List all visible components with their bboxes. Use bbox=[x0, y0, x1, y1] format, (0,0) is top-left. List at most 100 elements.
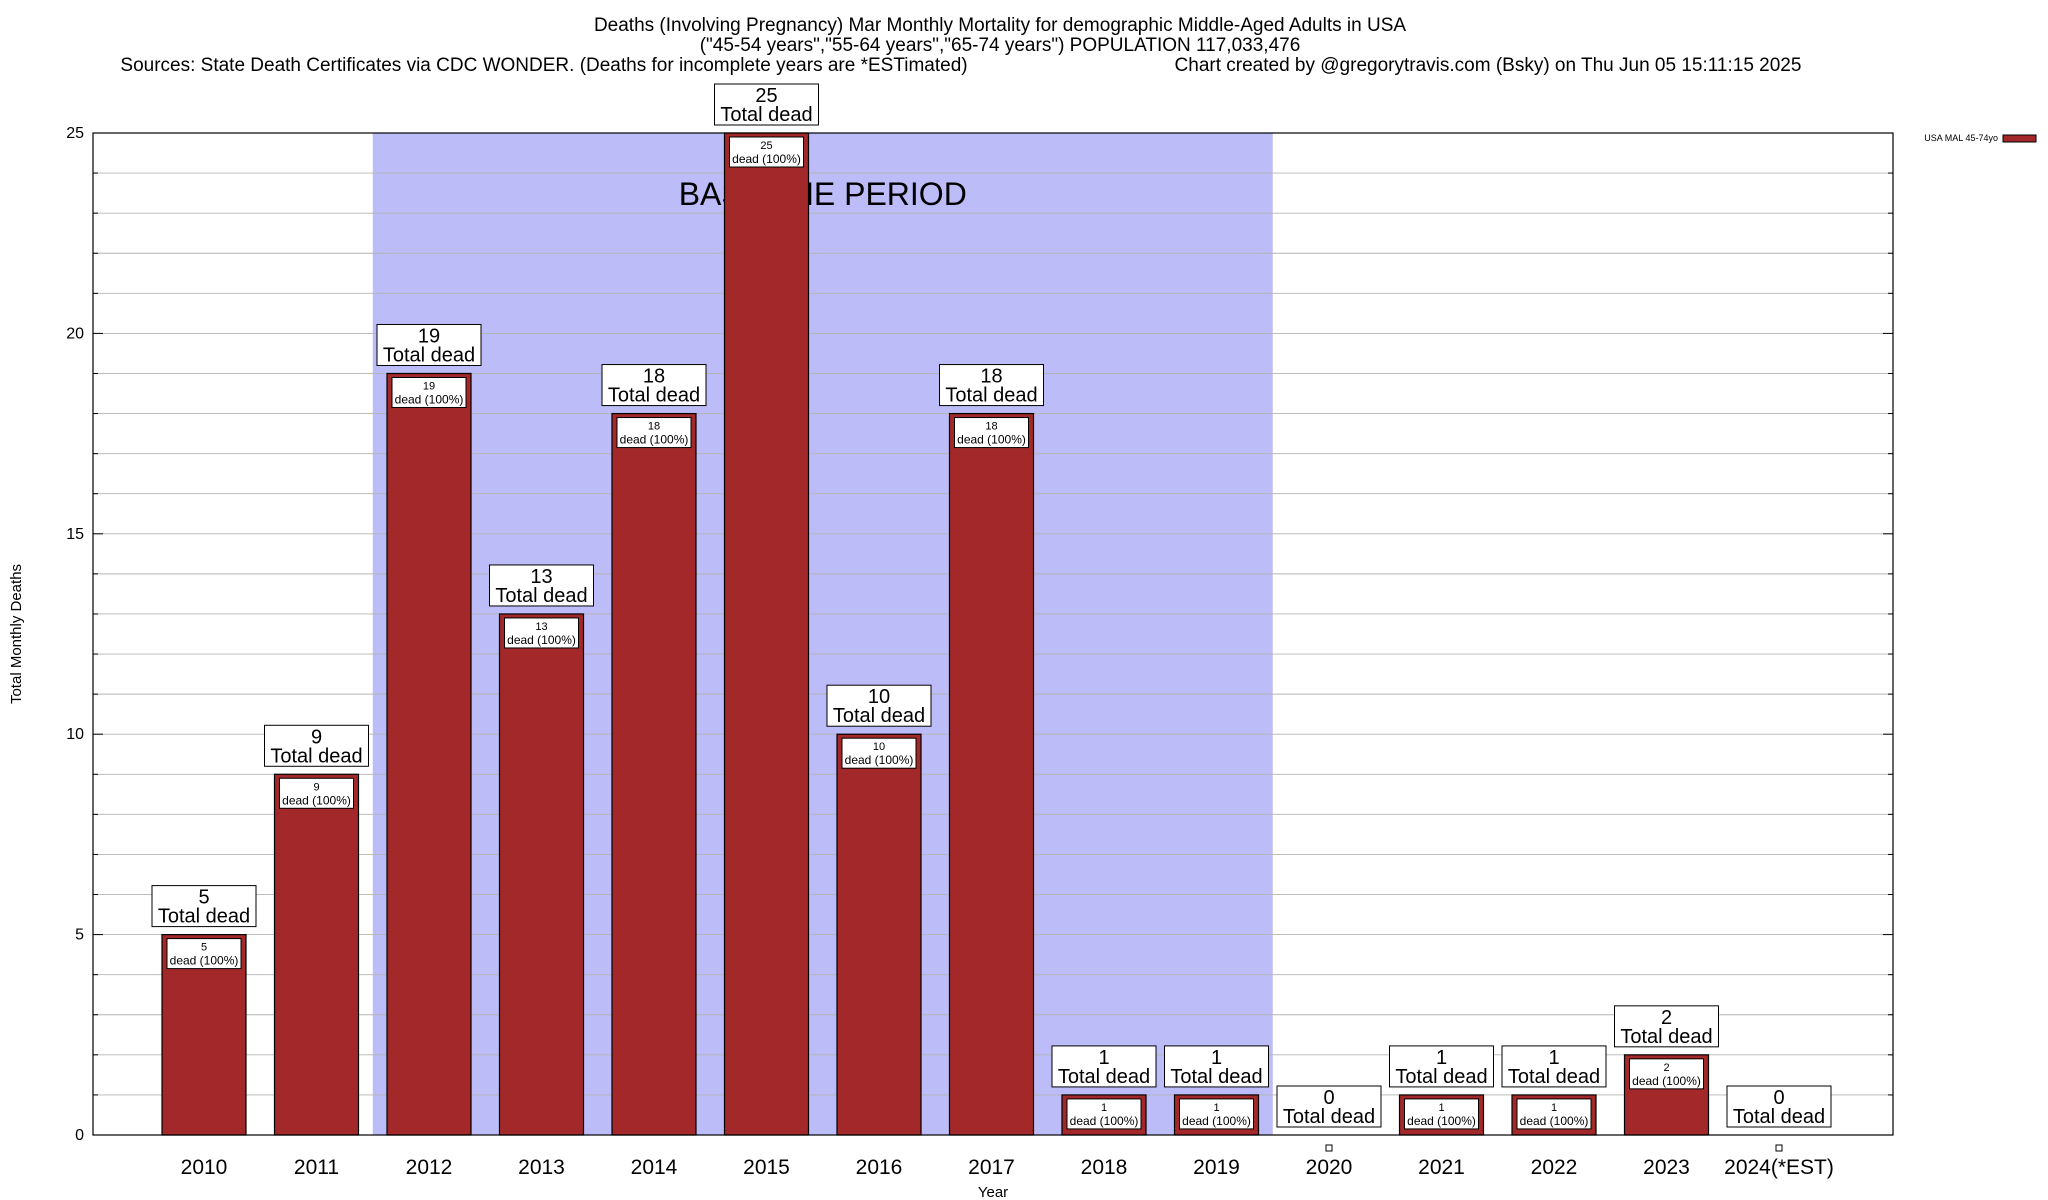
inner-label-box bbox=[166, 938, 242, 970]
x-tick-label: 2017 bbox=[968, 1156, 1015, 1179]
inner-label-value: 5 bbox=[201, 942, 207, 954]
x-tick-label: 2018 bbox=[1081, 1156, 1128, 1179]
total-label-value: 0 bbox=[1323, 1087, 1334, 1109]
total-label-value: 10 bbox=[868, 686, 890, 708]
total-label-value: 1 bbox=[1098, 1047, 1109, 1069]
y-axis-label: Total Monthly Deaths bbox=[8, 564, 25, 704]
chart-title-line-2: ("45-54 years","55-64 years","65-74 year… bbox=[700, 35, 1301, 56]
y-tick-label: 25 bbox=[66, 125, 84, 142]
chart-title-line-1: Deaths (Involving Pregnancy) Mar Monthly… bbox=[594, 15, 1406, 36]
inner-label-text: dead (100%) bbox=[1070, 1114, 1139, 1128]
total-label-value: 1 bbox=[1211, 1047, 1222, 1069]
inner-label-value: 1 bbox=[1438, 1102, 1444, 1114]
total-label-text: Total dead bbox=[1508, 1066, 1600, 1088]
x-tick-label: 2015 bbox=[743, 1156, 790, 1179]
inner-label-box bbox=[841, 737, 917, 769]
total-label-box bbox=[1164, 1045, 1269, 1088]
total-label-box bbox=[1389, 1045, 1494, 1088]
inner-label-text: dead (100%) bbox=[395, 392, 464, 406]
chart-title: Deaths (Involving Pregnancy) Mar Monthly… bbox=[120, 15, 1801, 76]
total-label-value: 18 bbox=[643, 366, 665, 388]
inner-label-text: dead (100%) bbox=[957, 433, 1026, 447]
total-label-value: 2 bbox=[1661, 1007, 1672, 1029]
inner-label-box bbox=[954, 417, 1029, 449]
bar bbox=[611, 412, 697, 1136]
inner-label-text: dead (100%) bbox=[282, 793, 351, 807]
inner-label-value: 2 bbox=[1663, 1062, 1669, 1074]
total-label-box bbox=[939, 364, 1044, 407]
legend-swatch bbox=[2002, 134, 2037, 143]
total-label-box bbox=[826, 684, 932, 727]
inner-label-box bbox=[729, 136, 804, 168]
inner-label-text: dead (100%) bbox=[1407, 1114, 1476, 1128]
total-label-text: Total dead bbox=[608, 385, 700, 407]
bar bbox=[498, 613, 585, 1136]
chart-credit: Chart created by @gregorytravis.com (Bsk… bbox=[1175, 55, 1802, 76]
total-label-value: 13 bbox=[530, 566, 552, 588]
y-tick-label: 0 bbox=[75, 1127, 84, 1144]
total-label-text: Total dead bbox=[1395, 1066, 1487, 1088]
inner-label-text: dead (100%) bbox=[845, 753, 914, 767]
y-tick-label: 20 bbox=[66, 325, 84, 342]
inner-label-box bbox=[1404, 1098, 1479, 1130]
inner-label-box bbox=[279, 777, 354, 809]
chart-sources: Sources: State Death Certificates via CD… bbox=[120, 55, 967, 76]
x-tick-label: 2020 bbox=[1306, 1156, 1353, 1179]
y-tick-label: 15 bbox=[66, 526, 84, 543]
total-label-text: Total dead bbox=[720, 104, 812, 126]
inner-label-text: dead (100%) bbox=[1520, 1114, 1589, 1128]
bar bbox=[273, 773, 360, 1136]
inner-label-text: dead (100%) bbox=[1182, 1114, 1251, 1128]
x-tick-label: 2010 bbox=[181, 1156, 228, 1179]
total-label-box bbox=[1726, 1085, 1832, 1128]
inner-label-text: dead (100%) bbox=[507, 633, 576, 647]
y-tick-label: 10 bbox=[66, 726, 84, 743]
total-label-value: 25 bbox=[755, 85, 777, 107]
total-label-box bbox=[376, 323, 482, 366]
total-label-box bbox=[151, 885, 257, 928]
total-label-value: 1 bbox=[1436, 1047, 1447, 1069]
total-label-value: 5 bbox=[198, 887, 209, 909]
y-tick-label: 5 bbox=[75, 927, 84, 944]
inner-label-value: 19 bbox=[423, 380, 435, 392]
total-label-text: Total dead bbox=[495, 585, 587, 607]
inner-label-text: dead (100%) bbox=[620, 433, 689, 447]
bar bbox=[836, 733, 922, 1136]
total-label-value: 0 bbox=[1773, 1087, 1784, 1109]
total-label-box bbox=[1276, 1085, 1382, 1128]
x-tick-label: 2021 bbox=[1418, 1156, 1465, 1179]
plot-frame bbox=[92, 132, 1894, 1136]
inner-label-box bbox=[1516, 1098, 1592, 1130]
total-label-text: Total dead bbox=[383, 344, 475, 366]
x-tick-label: 2022 bbox=[1531, 1156, 1578, 1179]
inner-label-box bbox=[504, 617, 579, 649]
inner-label-box bbox=[1179, 1098, 1254, 1130]
legend-label: USA MAL 45-74yo bbox=[1924, 133, 1998, 143]
x-tick-label: 2012 bbox=[406, 1156, 453, 1179]
inner-label-value: 13 bbox=[535, 621, 547, 633]
total-label-text: Total dead bbox=[1058, 1066, 1150, 1088]
total-label-box bbox=[714, 83, 819, 126]
x-tick-label: 2019 bbox=[1193, 1156, 1240, 1179]
total-label-text: Total dead bbox=[270, 745, 362, 767]
inner-label-value: 10 bbox=[873, 741, 885, 753]
bar bbox=[948, 412, 1035, 1136]
total-label-box bbox=[1051, 1045, 1157, 1088]
inner-label-value: 9 bbox=[313, 781, 319, 793]
inner-label-value: 1 bbox=[1213, 1102, 1219, 1114]
inner-label-value: 18 bbox=[985, 421, 997, 433]
total-label-box bbox=[1614, 1005, 1719, 1048]
zero-marker bbox=[1325, 1144, 1333, 1152]
inner-label-value: 18 bbox=[648, 421, 660, 433]
inner-label-text: dead (100%) bbox=[170, 954, 239, 968]
total-label-text: Total dead bbox=[945, 385, 1037, 407]
total-label-text: Total dead bbox=[158, 906, 250, 928]
inner-label-box bbox=[1629, 1058, 1704, 1090]
total-label-box bbox=[1501, 1045, 1607, 1088]
total-label-box bbox=[489, 564, 594, 607]
x-tick-label: 2016 bbox=[856, 1156, 903, 1179]
x-tick-label: 2024(*EST) bbox=[1724, 1156, 1834, 1179]
legend: USA MAL 45-74yo bbox=[1924, 133, 2037, 143]
